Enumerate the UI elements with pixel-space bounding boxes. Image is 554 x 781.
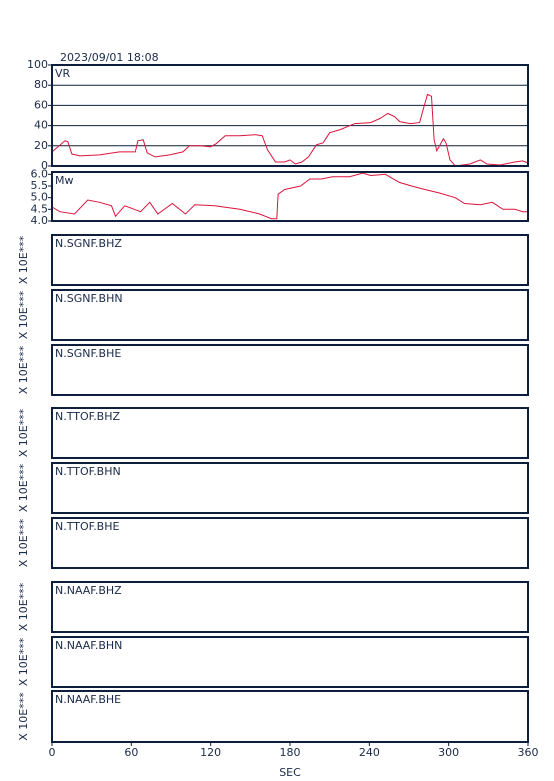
y-tick-label: 40 — [34, 119, 48, 132]
y-tick-label: 4.0 — [31, 214, 49, 227]
panel-frame — [51, 171, 529, 222]
y-axis-label: X 10E*** — [17, 582, 30, 631]
x-tick-label: 120 — [200, 746, 221, 759]
panel-label: N.NAAF.BHN — [55, 639, 122, 652]
y-tick-label: 20 — [34, 139, 48, 152]
panel-frame — [51, 690, 529, 743]
y-axis-label: X 10E*** — [17, 463, 30, 512]
data-line — [51, 172, 528, 220]
panel-frame — [51, 517, 529, 569]
panel-frame — [51, 407, 529, 459]
panel-frame — [51, 344, 529, 396]
panel-frame — [51, 581, 529, 633]
data-line — [51, 93, 529, 167]
y-tick-label: 6.0 — [31, 167, 49, 180]
x-tick-label: 60 — [124, 746, 138, 759]
x-tick-label: 360 — [518, 746, 539, 759]
panel-label: N.TTOF.BHE — [55, 520, 120, 533]
y-axis-label: X 10E*** — [17, 692, 30, 741]
panel-label: N.SGNF.BHN — [55, 292, 123, 305]
panel-frame — [51, 234, 529, 286]
x-axis-label: SEC — [279, 766, 301, 779]
y-tick-label: 4.5 — [31, 202, 49, 215]
x-tick-label: 240 — [359, 746, 380, 759]
panel-label: N.NAAF.BHE — [55, 693, 121, 706]
y-axis-label: X 10E*** — [17, 637, 30, 686]
timestamp: 2023/09/01 18:08 — [60, 51, 159, 64]
y-tick-label: 100 — [27, 58, 48, 71]
y-axis-label: X 10E*** — [17, 290, 30, 339]
y-axis-label: X 10E*** — [17, 518, 30, 567]
panel-frame — [51, 289, 529, 341]
panel-frame — [51, 64, 529, 167]
y-tick-label: 60 — [34, 98, 48, 111]
panel-frame — [51, 462, 529, 514]
panel-frame — [51, 636, 529, 688]
y-tick-label: 5.5 — [31, 179, 49, 192]
y-axis-label: X 10E*** — [17, 408, 30, 457]
panel-label: N.TTOF.BHZ — [55, 410, 121, 423]
x-tick-label: 180 — [280, 746, 301, 759]
y-tick-label: 5.0 — [31, 191, 49, 204]
panel-label: N.NAAF.BHZ — [55, 584, 122, 597]
panel-label: N.SGNF.BHZ — [55, 237, 122, 250]
x-tick-label: 300 — [438, 746, 459, 759]
panel-label: N.SGNF.BHE — [55, 347, 121, 360]
panel-label: N.TTOF.BHN — [55, 465, 121, 478]
y-axis-label: X 10E*** — [17, 235, 30, 284]
y-tick-label: 80 — [34, 78, 48, 91]
y-axis-label: X 10E*** — [17, 345, 30, 394]
y-tick-label: 0 — [41, 159, 48, 172]
x-tick-label: 0 — [49, 746, 56, 759]
panel-label: Mw — [55, 174, 74, 187]
panel-label: VR — [55, 67, 71, 80]
